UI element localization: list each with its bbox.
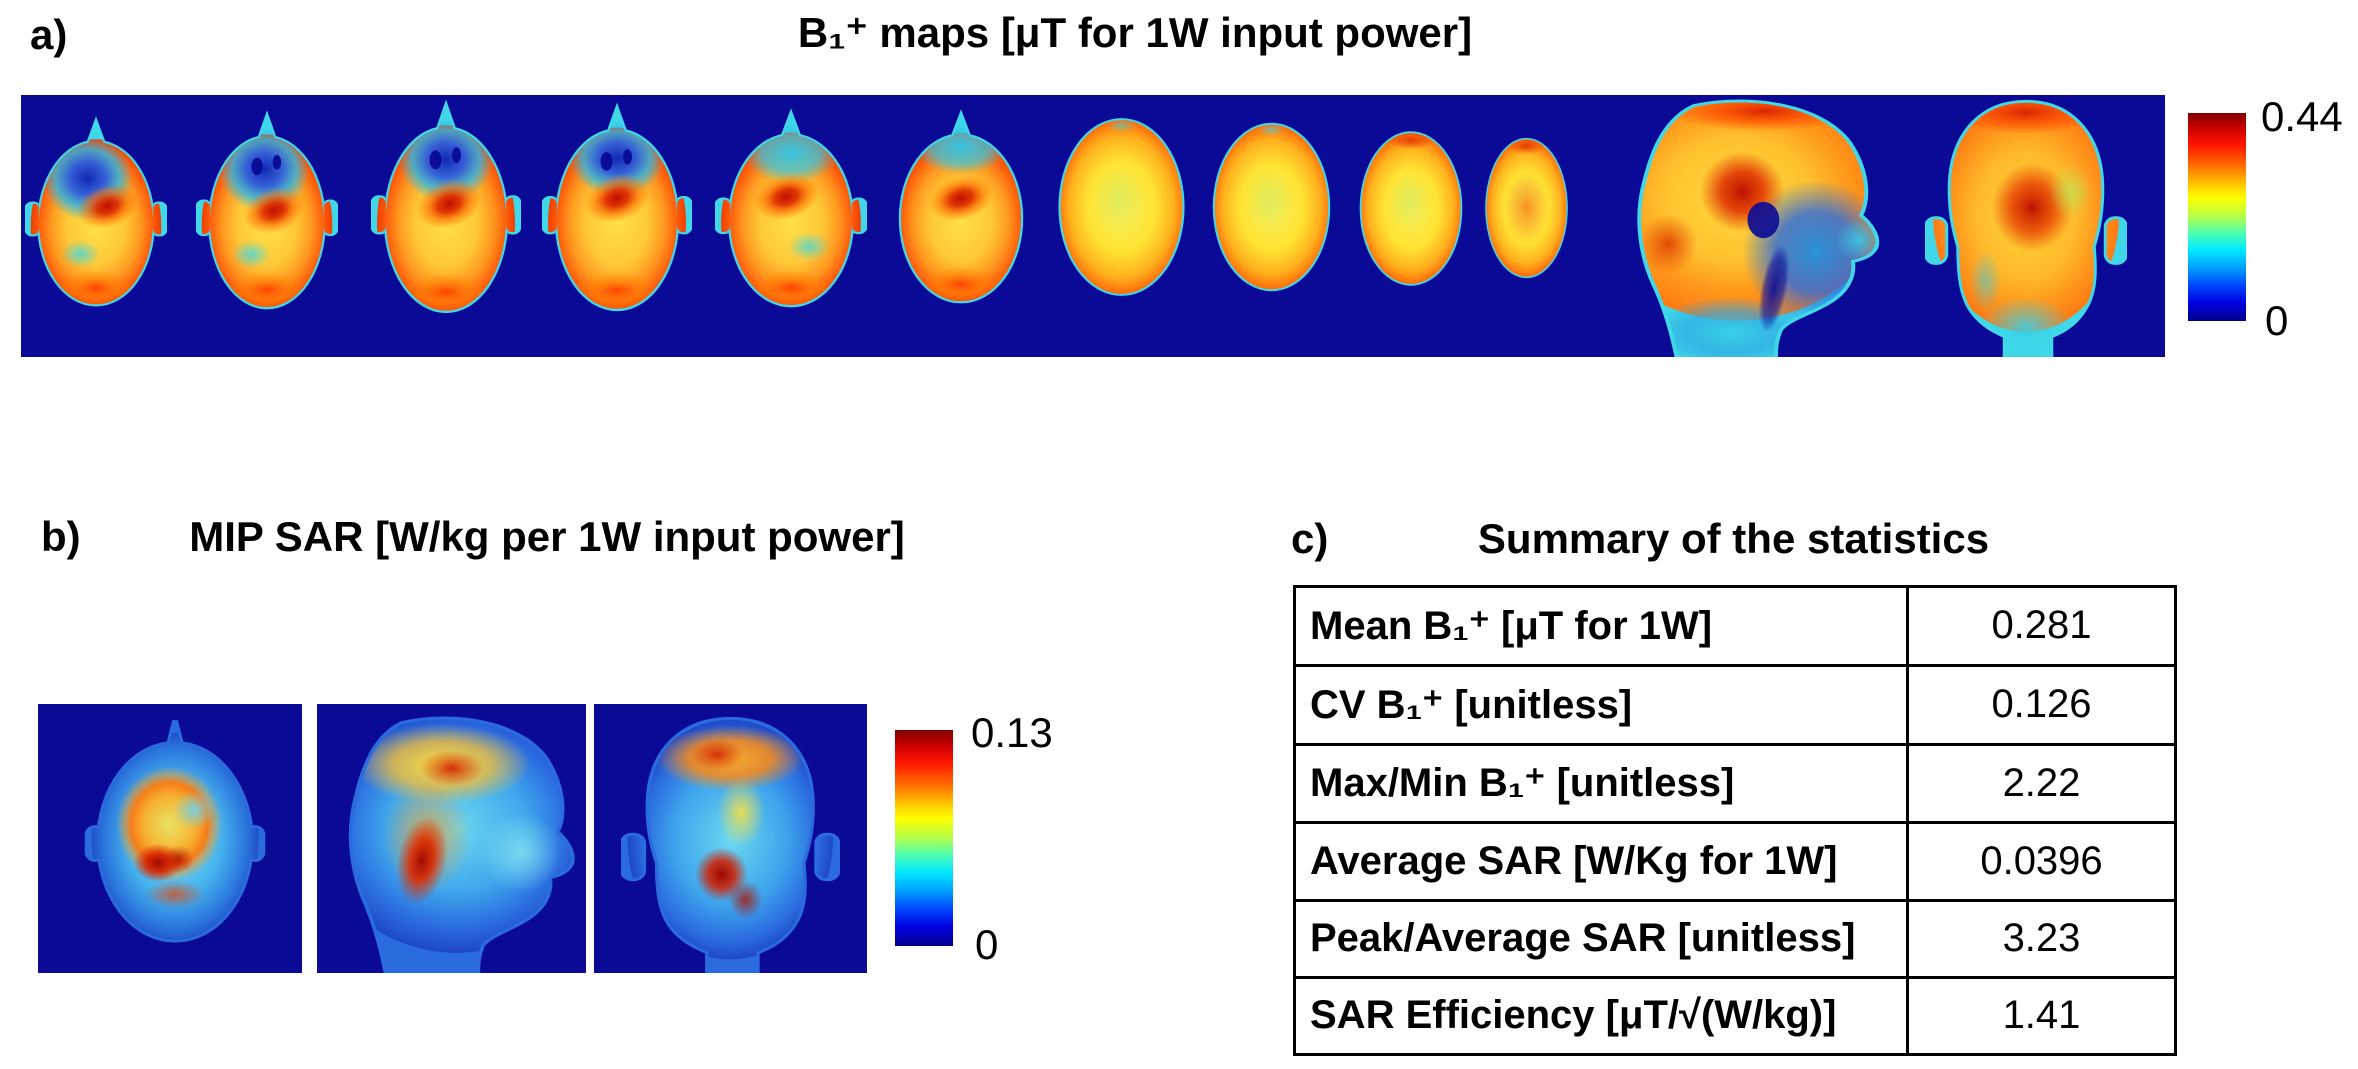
panel-a-label: a) (30, 11, 68, 58)
panel-c-title: Summary of the statistics (1477, 515, 1990, 562)
table-row: Average SAR [W/Kg for 1W] 0.0396 (1293, 821, 2177, 902)
stat-label: Average SAR [W/Kg for 1W] (1293, 821, 1909, 902)
statistics-table: Mean B₁⁺ [μT for 1W] 0.281 CV B₁⁺ [unitl… (1293, 585, 2177, 1057)
sar-map-coronal-mip (621, 712, 840, 973)
b1-map-axial-slice-3 (371, 97, 521, 317)
panel-b-colorbar-min-label: 0 (975, 921, 999, 968)
stat-value: 3.23 (1906, 898, 2177, 979)
panel-a-colorbar-min-label: 0 (2265, 297, 2289, 344)
stat-label: Peak/Average SAR [unitless] (1293, 898, 1909, 979)
stat-value: 0.281 (1906, 585, 2177, 667)
sar-map-axial-mip (80, 712, 270, 949)
b1-map-axial-slice-7 (1049, 112, 1194, 302)
table-row: SAR Efficiency [μT/√(W/kg)] 1.41 (1293, 975, 2177, 1057)
sar-map-sagittal-mip (328, 712, 575, 973)
sar-mip-axial-tile (38, 704, 302, 973)
stat-value: 0.126 (1906, 663, 2177, 746)
b1-map-sagittal-view (1615, 95, 1880, 357)
panel-b-title: MIP SAR [W/kg per 1W input power] (189, 513, 905, 560)
stat-label: Max/Min B₁⁺ [unitless] (1293, 742, 1909, 825)
b1-map-coronal-view (1925, 95, 2127, 357)
panel-b-colorbar (895, 730, 953, 946)
b1-map-axial-slice-4 (542, 100, 692, 315)
panel-a-colorbar (2188, 113, 2246, 321)
table-row: Max/Min B₁⁺ [unitless] 2.22 (1293, 742, 2177, 825)
panel-b-colorbar-max-label: 0.13 (971, 709, 1053, 756)
stat-value: 2.22 (1906, 742, 2177, 825)
b1-map-axial-slice-1 (25, 114, 167, 310)
b1-map-axial-slice-2 (196, 108, 338, 313)
panel-b-label: b) (41, 513, 81, 560)
panel-a-maps-strip (21, 95, 2165, 357)
table-row: Mean B₁⁺ [μT for 1W] 0.281 (1293, 585, 2177, 667)
panel-a-title: B₁⁺ maps [μT for 1W input power] (797, 9, 1473, 56)
b1-map-axial-slice-10 (1479, 133, 1574, 283)
panel-c-label: c) (1291, 515, 1329, 562)
stat-label: Mean B₁⁺ [μT for 1W] (1293, 585, 1909, 667)
b1-map-axial-slice-9 (1352, 126, 1470, 291)
stat-value: 1.41 (1906, 975, 2177, 1057)
b1-map-axial-slice-6 (886, 107, 1036, 307)
sar-mip-sagittal-tile (317, 704, 586, 973)
sar-mip-coronal-tile (594, 704, 867, 973)
stat-value: 0.0396 (1906, 821, 2177, 902)
panel-a-colorbar-max-label: 0.44 (2261, 93, 2343, 140)
table-row: CV B₁⁺ [unitless] 0.126 (1293, 663, 2177, 746)
b1-map-axial-slice-5 (715, 106, 867, 311)
b1-map-axial-slice-8 (1204, 117, 1339, 297)
table-row: Peak/Average SAR [unitless] 3.23 (1293, 898, 2177, 979)
stat-label: SAR Efficiency [μT/√(W/kg)] (1293, 975, 1909, 1057)
stat-label: CV B₁⁺ [unitless] (1293, 663, 1909, 746)
